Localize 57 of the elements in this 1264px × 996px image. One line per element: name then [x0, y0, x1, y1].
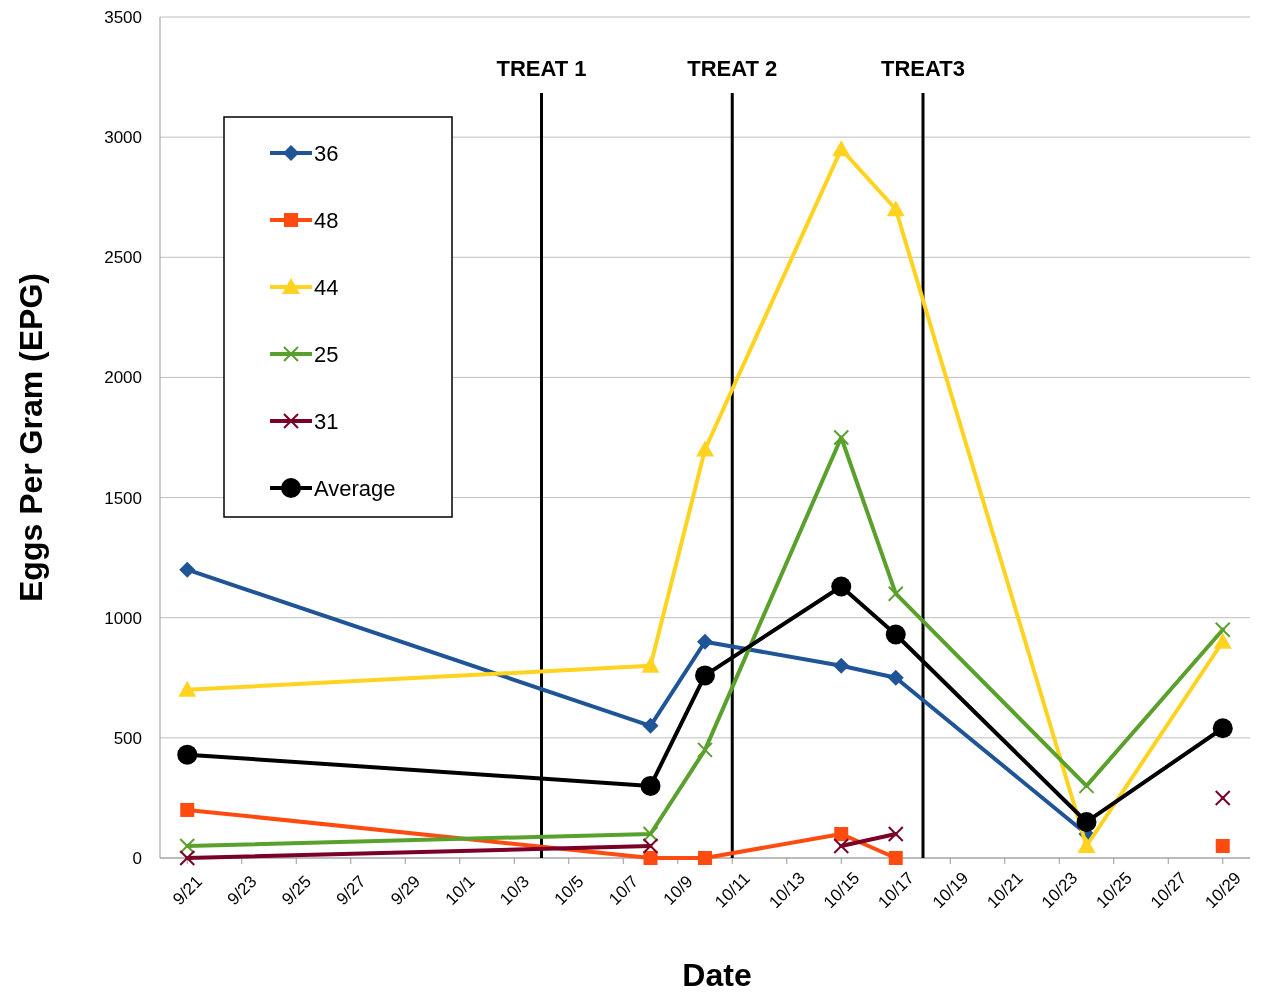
ref-line-label: TREAT 1	[496, 56, 587, 81]
point	[885, 624, 906, 645]
y-tick-label: 0	[132, 848, 142, 868]
point	[180, 802, 195, 817]
point	[642, 825, 659, 842]
point	[833, 657, 850, 674]
point	[887, 669, 904, 686]
point	[698, 851, 712, 865]
point	[1212, 718, 1233, 739]
point	[177, 744, 198, 765]
point	[642, 837, 659, 854]
point	[1215, 838, 1230, 853]
point	[641, 656, 660, 673]
y-tick-label: 1000	[104, 608, 142, 628]
legend-label: 31	[314, 408, 339, 434]
ref-line-label: TREAT3	[881, 56, 965, 81]
legend-label: Average	[314, 475, 396, 501]
point	[1214, 789, 1231, 806]
point	[642, 717, 659, 734]
legend-label: 44	[314, 274, 339, 300]
point	[695, 665, 715, 686]
point	[887, 585, 904, 602]
y-tick-label: 3000	[104, 128, 142, 148]
point	[697, 633, 713, 650]
y-tick-label: 500	[113, 728, 142, 748]
y-axis-title: Eggs Per Gram (EPG)	[13, 273, 49, 602]
point	[833, 429, 850, 446]
point	[179, 850, 196, 866]
point	[696, 440, 714, 457]
y-tick-label: 2500	[104, 248, 142, 268]
point	[697, 741, 713, 758]
point	[1077, 836, 1096, 853]
x-tick-label: 9/21	[169, 871, 206, 909]
y-tick-label: 2000	[104, 368, 142, 388]
y-tick-label: 1500	[104, 488, 142, 508]
point	[178, 680, 197, 697]
point	[643, 851, 658, 865]
legend-label: 36	[314, 140, 339, 166]
y-tick-label: 3500	[104, 7, 142, 27]
point	[886, 200, 905, 217]
ref-line-label: TREAT 2	[687, 56, 778, 81]
point	[832, 140, 851, 157]
point	[888, 851, 903, 865]
point	[640, 775, 661, 796]
point	[887, 825, 904, 842]
point	[179, 837, 196, 854]
x-tick-label: 10/1	[441, 871, 479, 909]
legend-label: 48	[314, 207, 339, 233]
legend-label: 25	[314, 341, 339, 367]
x-axis-title: Date	[682, 957, 752, 993]
point	[831, 576, 852, 597]
point	[1214, 621, 1231, 638]
point	[1076, 811, 1097, 832]
point	[1213, 632, 1232, 649]
point	[834, 826, 849, 841]
point	[179, 561, 196, 578]
point	[833, 837, 850, 854]
